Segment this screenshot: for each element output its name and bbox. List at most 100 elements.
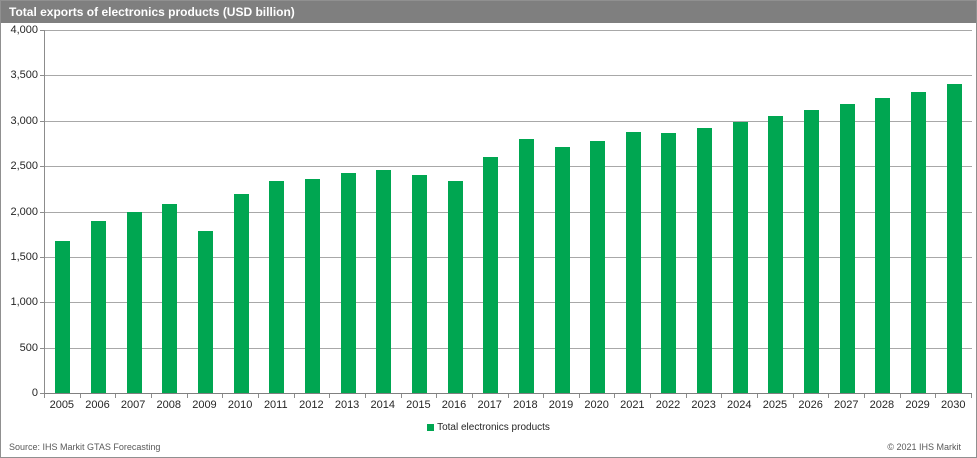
x-axis-labels: 2005 2006 2007 2008 2009 2010 2011 2012 2013 2014… xyxy=(44,399,971,412)
bar-band xyxy=(544,30,580,393)
y-tick xyxy=(40,347,44,349)
bar-2027 xyxy=(839,104,855,393)
bar-band xyxy=(402,30,438,393)
bar-band xyxy=(330,30,366,393)
bar-2025 xyxy=(768,116,784,393)
gridline xyxy=(45,347,972,349)
gridline xyxy=(45,211,972,213)
x-tick xyxy=(364,394,366,398)
bar-band xyxy=(152,30,188,393)
bar-2018 xyxy=(518,138,534,393)
y-tick-label: 1,500 xyxy=(10,250,38,263)
x-tick xyxy=(222,394,224,398)
bar-band xyxy=(116,30,152,393)
x-tick xyxy=(792,394,794,398)
y-tick xyxy=(40,120,44,122)
x-tick-label: 2022 xyxy=(655,399,681,411)
y-tick xyxy=(40,302,44,304)
y-tick xyxy=(40,30,44,31)
bar-band xyxy=(829,30,865,393)
gridline xyxy=(45,30,972,31)
bar-band xyxy=(437,30,473,393)
bar-2020 xyxy=(590,140,606,393)
bars xyxy=(45,30,972,393)
x-tick xyxy=(471,394,473,398)
bar-2008 xyxy=(162,204,178,393)
bar-2021 xyxy=(625,131,641,393)
bar-2019 xyxy=(554,147,570,393)
y-tick-label: 1,000 xyxy=(10,296,38,309)
bar-2017 xyxy=(483,157,499,393)
x-tick-label: 2029 xyxy=(905,399,930,411)
x-tick xyxy=(578,394,580,398)
bar-band xyxy=(366,30,402,393)
bar-band xyxy=(223,30,259,393)
x-tick xyxy=(257,394,259,398)
x-tick-label: 2026 xyxy=(798,399,823,411)
bar-2016 xyxy=(447,180,463,393)
bar-band xyxy=(936,30,972,393)
x-tick-label: 2011 xyxy=(263,399,288,411)
x-tick-label: 2013 xyxy=(334,399,360,411)
bar-band xyxy=(901,30,937,393)
gridlines xyxy=(45,30,972,393)
bar-2006 xyxy=(90,220,106,393)
bar-band xyxy=(687,30,723,393)
x-tick-label: 2014 xyxy=(370,399,395,411)
chart-title-bar: Total exports of electronics products (U… xyxy=(1,1,976,23)
x-tick-label: 2018 xyxy=(513,399,538,411)
x-tick xyxy=(685,394,687,398)
y-tick xyxy=(40,211,44,213)
legend-label: Total electronics products xyxy=(437,422,550,433)
bar-2012 xyxy=(304,178,320,393)
y-tick-label: 500 xyxy=(19,341,38,354)
x-tick-label: 2017 xyxy=(477,399,502,411)
x-tick-label: 2019 xyxy=(548,399,574,411)
source-note: Source: IHS Markit GTAS Forecasting xyxy=(9,442,161,452)
x-tick-label: 2021 xyxy=(620,399,645,411)
x-tick-label: 2024 xyxy=(727,399,752,411)
x-tick xyxy=(650,394,652,398)
bar-2013 xyxy=(340,173,356,393)
x-tick-label: 2006 xyxy=(85,399,110,411)
x-tick-label: 2023 xyxy=(691,399,716,411)
x-tick-label: 2015 xyxy=(406,399,431,411)
gridline xyxy=(45,120,972,122)
y-tick-label: 0 xyxy=(31,387,38,399)
y-tick-label: 2,500 xyxy=(10,160,38,173)
x-tick-label: 2005 xyxy=(49,399,75,411)
x-tick xyxy=(507,394,509,398)
x-tick xyxy=(828,394,830,398)
bar-2028 xyxy=(875,98,891,393)
bar-2029 xyxy=(911,91,927,393)
bar-band xyxy=(722,30,758,393)
x-tick-label: 2025 xyxy=(762,399,788,411)
bar-2014 xyxy=(376,169,392,393)
x-tick xyxy=(150,394,152,398)
bar-band xyxy=(45,30,81,393)
bar-band xyxy=(758,30,794,393)
legend-swatch-icon xyxy=(427,423,435,431)
y-tick xyxy=(40,166,44,168)
bar-2007 xyxy=(126,211,142,393)
x-tick-label: 2028 xyxy=(869,399,895,411)
gridline xyxy=(45,302,972,304)
x-tick-label: 2027 xyxy=(834,399,859,411)
x-tick xyxy=(400,394,402,398)
x-tick xyxy=(721,394,723,398)
bar-band xyxy=(794,30,830,393)
bar-band xyxy=(473,30,509,393)
x-tick xyxy=(44,394,45,398)
chart-title: Total exports of electronics products (U… xyxy=(9,5,295,19)
x-tick-label: 2016 xyxy=(441,399,467,411)
x-tick xyxy=(329,394,331,398)
x-tick-label: 2007 xyxy=(120,399,146,411)
x-tick-label: 2008 xyxy=(156,399,182,411)
bar-band xyxy=(651,30,687,393)
x-tick xyxy=(543,394,545,398)
x-tick xyxy=(614,394,616,398)
x-tick-label: 2012 xyxy=(299,399,324,411)
gridline xyxy=(45,256,972,258)
x-tick xyxy=(436,394,438,398)
